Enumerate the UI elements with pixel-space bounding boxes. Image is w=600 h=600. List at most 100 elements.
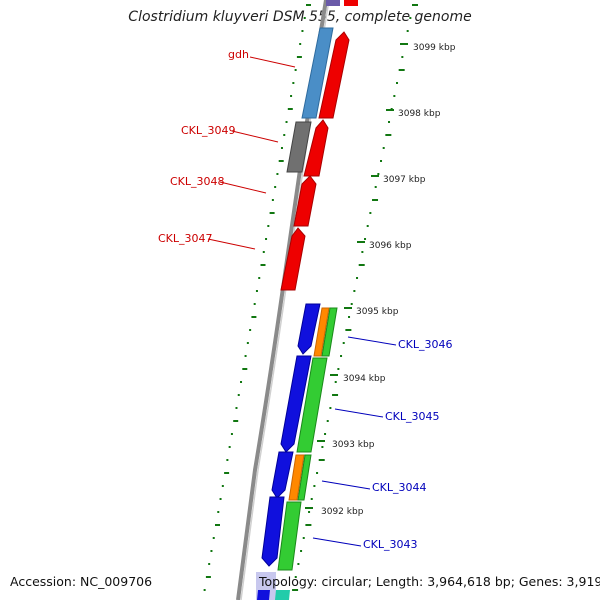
gene-ckl3043-blue-arrow[interactable]: [261, 496, 285, 567]
outer-tick-dot: [353, 290, 356, 292]
tick-label-3092: 3092 kbp: [321, 507, 364, 517]
inner-tick-dot: [253, 303, 256, 305]
inner-tick-dot: [224, 472, 230, 474]
outer-tick-dot: [329, 407, 332, 409]
outer-tick-dot: [393, 95, 396, 97]
reverse-gene-labels: CKL_3046 CKL_3045 CKL_3044 CKL_3043: [312, 336, 453, 551]
outer-tick-dot: [388, 121, 391, 123]
gene-gdh-arrow[interactable]: [301, 27, 334, 119]
outer-tick-dot: [358, 264, 365, 266]
outer-tick-dot: [409, 17, 412, 19]
gene-ckl3046-blue-arrow[interactable]: [297, 303, 321, 355]
reverse-strand-features: [256, 303, 338, 600]
inner-tick-dot: [230, 433, 233, 435]
label-gdh[interactable]: gdh: [228, 48, 249, 61]
outer-tick-dot: [401, 56, 404, 58]
outer-tick-dot: [374, 186, 377, 188]
outer-tick-dot: [297, 563, 300, 565]
map-title: Clostridium kluyveri DSM 555, complete g…: [128, 9, 472, 25]
tick-label-3095: 3095 kbp: [356, 307, 399, 317]
inner-tick-dot: [219, 498, 222, 500]
inner-tick-dot: [292, 82, 295, 84]
top-purple-feature: [326, 0, 340, 6]
accession-text: Accession: NC_009706: [10, 574, 153, 589]
tick-label-3093: 3093 kbp: [332, 440, 375, 450]
inner-tick-dot: [246, 342, 249, 344]
tick-label-3094: 3094 kbp: [343, 374, 386, 384]
gene-ckl3043-green[interactable]: [277, 501, 302, 571]
outer-tick-dot: [305, 524, 312, 526]
leader-gdh: [249, 56, 296, 68]
outer-tick-dot: [385, 134, 392, 136]
leader-ckl3043: [312, 537, 362, 547]
outer-tick-dot: [380, 160, 383, 162]
outer-tick-dot: [356, 277, 359, 279]
inner-tick-dot: [296, 56, 302, 58]
outer-tick-dot: [332, 394, 339, 396]
forward-gene-labels: gdh CKL_3049 CKL_3048 CKL_3047: [158, 48, 296, 250]
tick-label-3098: 3098 kbp: [398, 109, 441, 119]
outer-tick-dot: [326, 420, 329, 422]
label-ckl3043[interactable]: CKL_3043: [363, 538, 418, 551]
gene-ckl3049-strand-arrow[interactable]: [303, 119, 329, 177]
label-ckl3047[interactable]: CKL_3047: [158, 232, 213, 245]
outer-tick-dot: [348, 316, 351, 318]
outer-tick-dot: [396, 82, 399, 84]
outer-tick-dot: [406, 30, 409, 32]
inner-tick-dot: [267, 225, 270, 227]
inner-tick-dot: [228, 446, 231, 448]
outer-tick-dot: [292, 589, 299, 591]
outer-tick-dot: [340, 355, 343, 357]
leader-ckl3048: [219, 181, 267, 194]
outer-tick-dot: [337, 368, 340, 370]
inner-tick-dot: [301, 30, 304, 32]
outer-tick-dot: [412, 4, 418, 6]
inner-tick-dot: [208, 563, 211, 565]
inner-tick-dot: [205, 576, 211, 578]
inner-tick-dot: [262, 251, 265, 253]
inner-tick-dot: [260, 264, 266, 266]
bottom-teal-feature: [275, 590, 290, 600]
gene-ckl3048-arrow[interactable]: [293, 175, 317, 227]
topology-text: Topology: circular; Length: 3,964,618 bp…: [259, 574, 600, 589]
inner-tick-dot: [244, 355, 247, 357]
outer-tick-dot: [366, 225, 369, 227]
leader-ckl3045: [334, 408, 384, 418]
inner-tick-dot: [285, 121, 288, 123]
gene-ckl3049-arrow[interactable]: [286, 121, 312, 173]
gene-ckl3044-blue-arrow[interactable]: [271, 451, 294, 499]
outer-tick-dot: [321, 446, 324, 448]
gene-ckl3044-green[interactable]: [297, 454, 312, 501]
label-ckl3049[interactable]: CKL_3049: [181, 124, 236, 137]
inner-tick-dot: [271, 199, 274, 201]
tick-label-3097: 3097 kbp: [383, 175, 426, 185]
inner-tick-dot: [226, 459, 229, 461]
outer-tick-dot: [342, 342, 345, 344]
inner-tick-dot: [249, 329, 252, 331]
label-ckl3045[interactable]: CKL_3045: [385, 410, 440, 423]
label-ckl3048[interactable]: CKL_3048: [170, 175, 225, 188]
label-ckl3046[interactable]: CKL_3046: [398, 338, 453, 351]
gene-ckl3046-green[interactable]: [321, 307, 338, 357]
outer-tick-dot: [318, 459, 325, 461]
inner-tick-dot: [237, 394, 240, 396]
gene-gdh-strand-arrow[interactable]: [318, 31, 350, 119]
gene-ckl3045-blue-arrow[interactable]: [280, 355, 312, 453]
gene-ckl3044-orange[interactable]: [288, 454, 305, 501]
inner-tick-dot: [283, 134, 286, 136]
inner-tick-dot: [290, 95, 293, 97]
tick-label-3099: 3099 kbp: [413, 43, 456, 53]
outer-tick-dot: [300, 550, 303, 552]
top-red-feature: [344, 0, 358, 6]
outer-tick-dot: [350, 303, 353, 305]
gene-ckl3047-arrow[interactable]: [280, 227, 306, 291]
gene-ckl3046-orange[interactable]: [313, 307, 330, 357]
inner-tick-dot: [242, 368, 248, 370]
leader-ckl3047: [207, 238, 256, 250]
label-ckl3044[interactable]: CKL_3044: [372, 481, 427, 494]
inner-tick-dot: [217, 511, 220, 513]
tick-label-3096: 3096 kbp: [369, 241, 412, 251]
inner-tick-dot: [274, 186, 277, 188]
gene-ckl3045-green[interactable]: [296, 357, 328, 453]
